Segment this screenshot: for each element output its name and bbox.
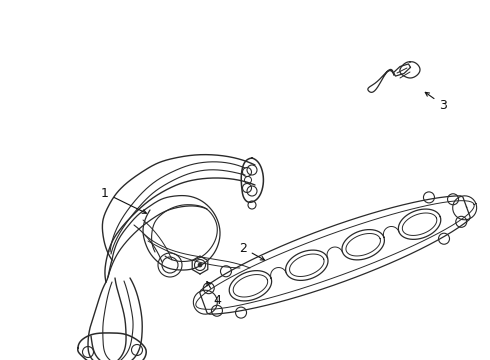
Text: 4: 4: [207, 282, 221, 306]
Text: 3: 3: [425, 92, 447, 112]
Text: 2: 2: [239, 242, 265, 260]
Text: 1: 1: [101, 186, 147, 213]
Circle shape: [198, 263, 202, 267]
